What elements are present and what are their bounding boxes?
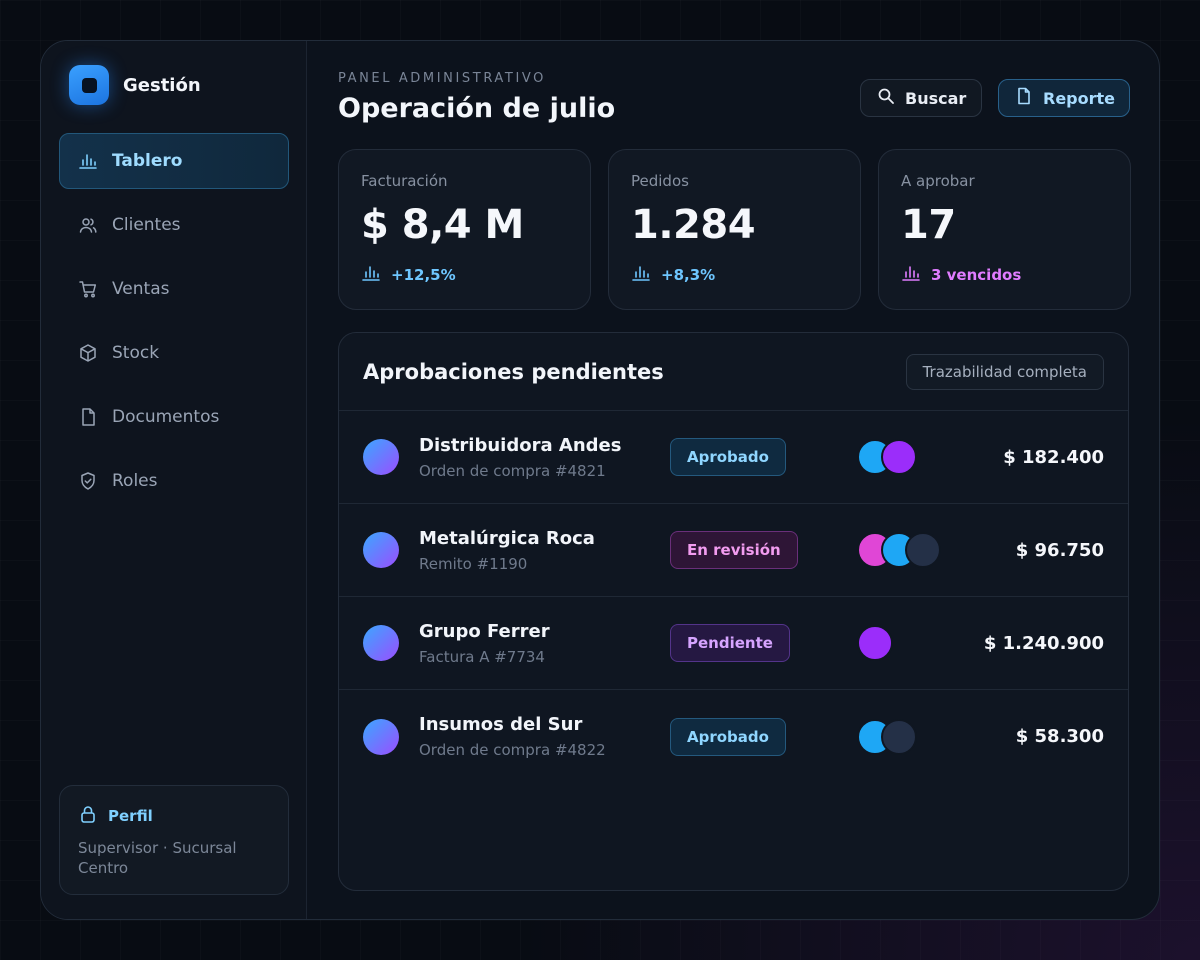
bar-chart-icon <box>631 263 651 287</box>
sidebar-item-label: Tablero <box>112 151 183 171</box>
kpi-value: $ 8,4 M <box>361 202 524 248</box>
kpi-card-a-aprobar[interactable]: A aprobar 17 3 vencidos <box>878 149 1131 310</box>
app-logo-icon <box>69 65 109 105</box>
kpi-delta: +8,3% <box>631 263 715 287</box>
bar-chart-icon <box>78 151 98 171</box>
kpi-cards: Facturación $ 8,4 M +12,5% Pedidos 1.284… <box>338 149 1131 310</box>
sidebar-item-label: Stock <box>112 343 160 363</box>
kpi-label: A aprobar <box>901 172 975 190</box>
row-document: Orden de compra #4822 <box>419 741 606 759</box>
search-button[interactable]: Buscar <box>860 79 982 117</box>
row-document: Orden de compra #4821 <box>419 461 606 480</box>
approvals-header: Aprobaciones pendientes Trazabilidad com… <box>339 333 1128 411</box>
kpi-delta: 3 vencidos <box>901 263 1021 287</box>
kpi-delta: +12,5% <box>361 263 456 287</box>
box-icon <box>78 343 98 363</box>
report-button[interactable]: Reporte <box>998 79 1130 117</box>
search-icon <box>877 87 895 109</box>
app-window: Gestión Tablero Clientes Ventas <box>40 40 1160 920</box>
row-name: Metalúrgica Roca <box>419 527 595 549</box>
report-button-label: Reporte <box>1043 88 1116 108</box>
document-icon <box>78 407 98 427</box>
row-amount: $ 1.240.900 <box>983 632 1104 654</box>
avatar <box>363 718 399 755</box>
kpi-label: Facturación <box>361 172 448 190</box>
page-title: Operación de julio <box>338 93 616 124</box>
row-amount: $ 182.400 <box>1003 446 1104 468</box>
row-amount: $ 96.750 <box>1015 539 1104 561</box>
table-row[interactable]: Distribuidora Andes Orden de compra #482… <box>339 411 1128 504</box>
page-eyebrow: PANEL ADMINISTRATIVO <box>338 71 546 86</box>
row-name: Insumos del Sur <box>419 714 583 735</box>
approver-avatars <box>857 625 893 661</box>
profile-card[interactable]: Perfil Supervisor · Sucursal Centro <box>59 785 289 895</box>
avatar <box>881 718 917 755</box>
lock-icon <box>78 804 98 828</box>
traceability-chip[interactable]: Trazabilidad completa <box>905 353 1104 390</box>
approver-avatars <box>857 532 941 568</box>
row-text: Insumos del Sur Orden de compra #4822 <box>419 714 669 759</box>
avatar <box>881 439 917 475</box>
bar-chart-icon <box>901 263 921 287</box>
status-badge: Aprobado <box>670 438 786 476</box>
table-row[interactable]: Grupo Ferrer Factura A #7734 Pendiente $… <box>339 597 1128 690</box>
sidebar-item-ventas[interactable]: Ventas <box>59 261 289 317</box>
users-icon <box>78 215 98 235</box>
kpi-card-pedidos[interactable]: Pedidos 1.284 +8,3% <box>608 149 861 310</box>
brand-name: Gestión <box>123 74 201 96</box>
row-name: Distribuidora Andes <box>419 434 622 456</box>
kpi-delta-text: +12,5% <box>391 266 456 284</box>
approvals-panel: Aprobaciones pendientes Trazabilidad com… <box>338 332 1129 891</box>
approver-avatars <box>857 439 917 475</box>
status-badge: Aprobado <box>670 717 786 756</box>
table-row[interactable]: Metalúrgica Roca Remito #1190 En revisió… <box>339 504 1128 597</box>
row-text: Metalúrgica Roca Remito #1190 <box>419 528 669 573</box>
sidebar-item-label: Ventas <box>112 279 170 299</box>
cart-icon <box>78 279 98 299</box>
sidebar: Gestión Tablero Clientes Ventas <box>41 41 307 919</box>
approvals-title: Aprobaciones pendientes <box>363 359 664 384</box>
sidebar-item-label: Documentos <box>112 407 220 427</box>
table-row[interactable]: Insumos del Sur Orden de compra #4822 Ap… <box>339 690 1128 783</box>
brand[interactable]: Gestión <box>69 65 201 105</box>
sidebar-item-label: Clientes <box>112 215 181 235</box>
avatar <box>363 532 399 568</box>
shield-icon <box>78 471 98 491</box>
profile-title: Perfil <box>108 807 153 825</box>
row-amount: $ 58.300 <box>1015 726 1104 747</box>
kpi-label: Pedidos <box>631 172 689 190</box>
avatar <box>363 439 399 475</box>
bar-chart-icon <box>361 263 381 287</box>
main-content: PANEL ADMINISTRATIVO Operación de julio … <box>307 41 1159 919</box>
status-badge: Pendiente <box>670 624 790 662</box>
search-button-label: Buscar <box>905 88 967 108</box>
row-document: Factura A #7734 <box>419 647 545 666</box>
sidebar-item-documentos[interactable]: Documentos <box>59 389 289 445</box>
sidebar-nav: Tablero Clientes Ventas Stock <box>59 133 289 517</box>
kpi-value: 1.284 <box>631 202 756 248</box>
row-name: Grupo Ferrer <box>419 620 550 642</box>
kpi-value: 17 <box>901 202 956 248</box>
kpi-delta-text: 3 vencidos <box>931 266 1022 284</box>
avatar <box>363 625 399 661</box>
row-text: Distribuidora Andes Orden de compra #482… <box>419 435 669 480</box>
sidebar-item-label: Roles <box>112 471 158 491</box>
row-text: Grupo Ferrer Factura A #7734 <box>419 621 669 666</box>
kpi-card-facturacion[interactable]: Facturación $ 8,4 M +12,5% <box>338 149 591 310</box>
approver-avatars <box>857 718 917 755</box>
document-icon <box>1015 87 1033 109</box>
avatar <box>905 532 941 568</box>
profile-subtitle: Supervisor · Sucursal Centro <box>78 839 237 877</box>
kpi-delta-text: +8,3% <box>661 266 716 284</box>
avatar <box>857 625 893 661</box>
status-badge: En revisión <box>670 531 798 569</box>
sidebar-item-clientes[interactable]: Clientes <box>59 197 289 253</box>
sidebar-item-roles[interactable]: Roles <box>59 453 289 509</box>
sidebar-item-stock[interactable]: Stock <box>59 325 289 381</box>
profile-header: Perfil <box>78 804 270 828</box>
sidebar-item-tablero[interactable]: Tablero <box>59 133 289 189</box>
row-document: Remito #1190 <box>419 554 528 573</box>
